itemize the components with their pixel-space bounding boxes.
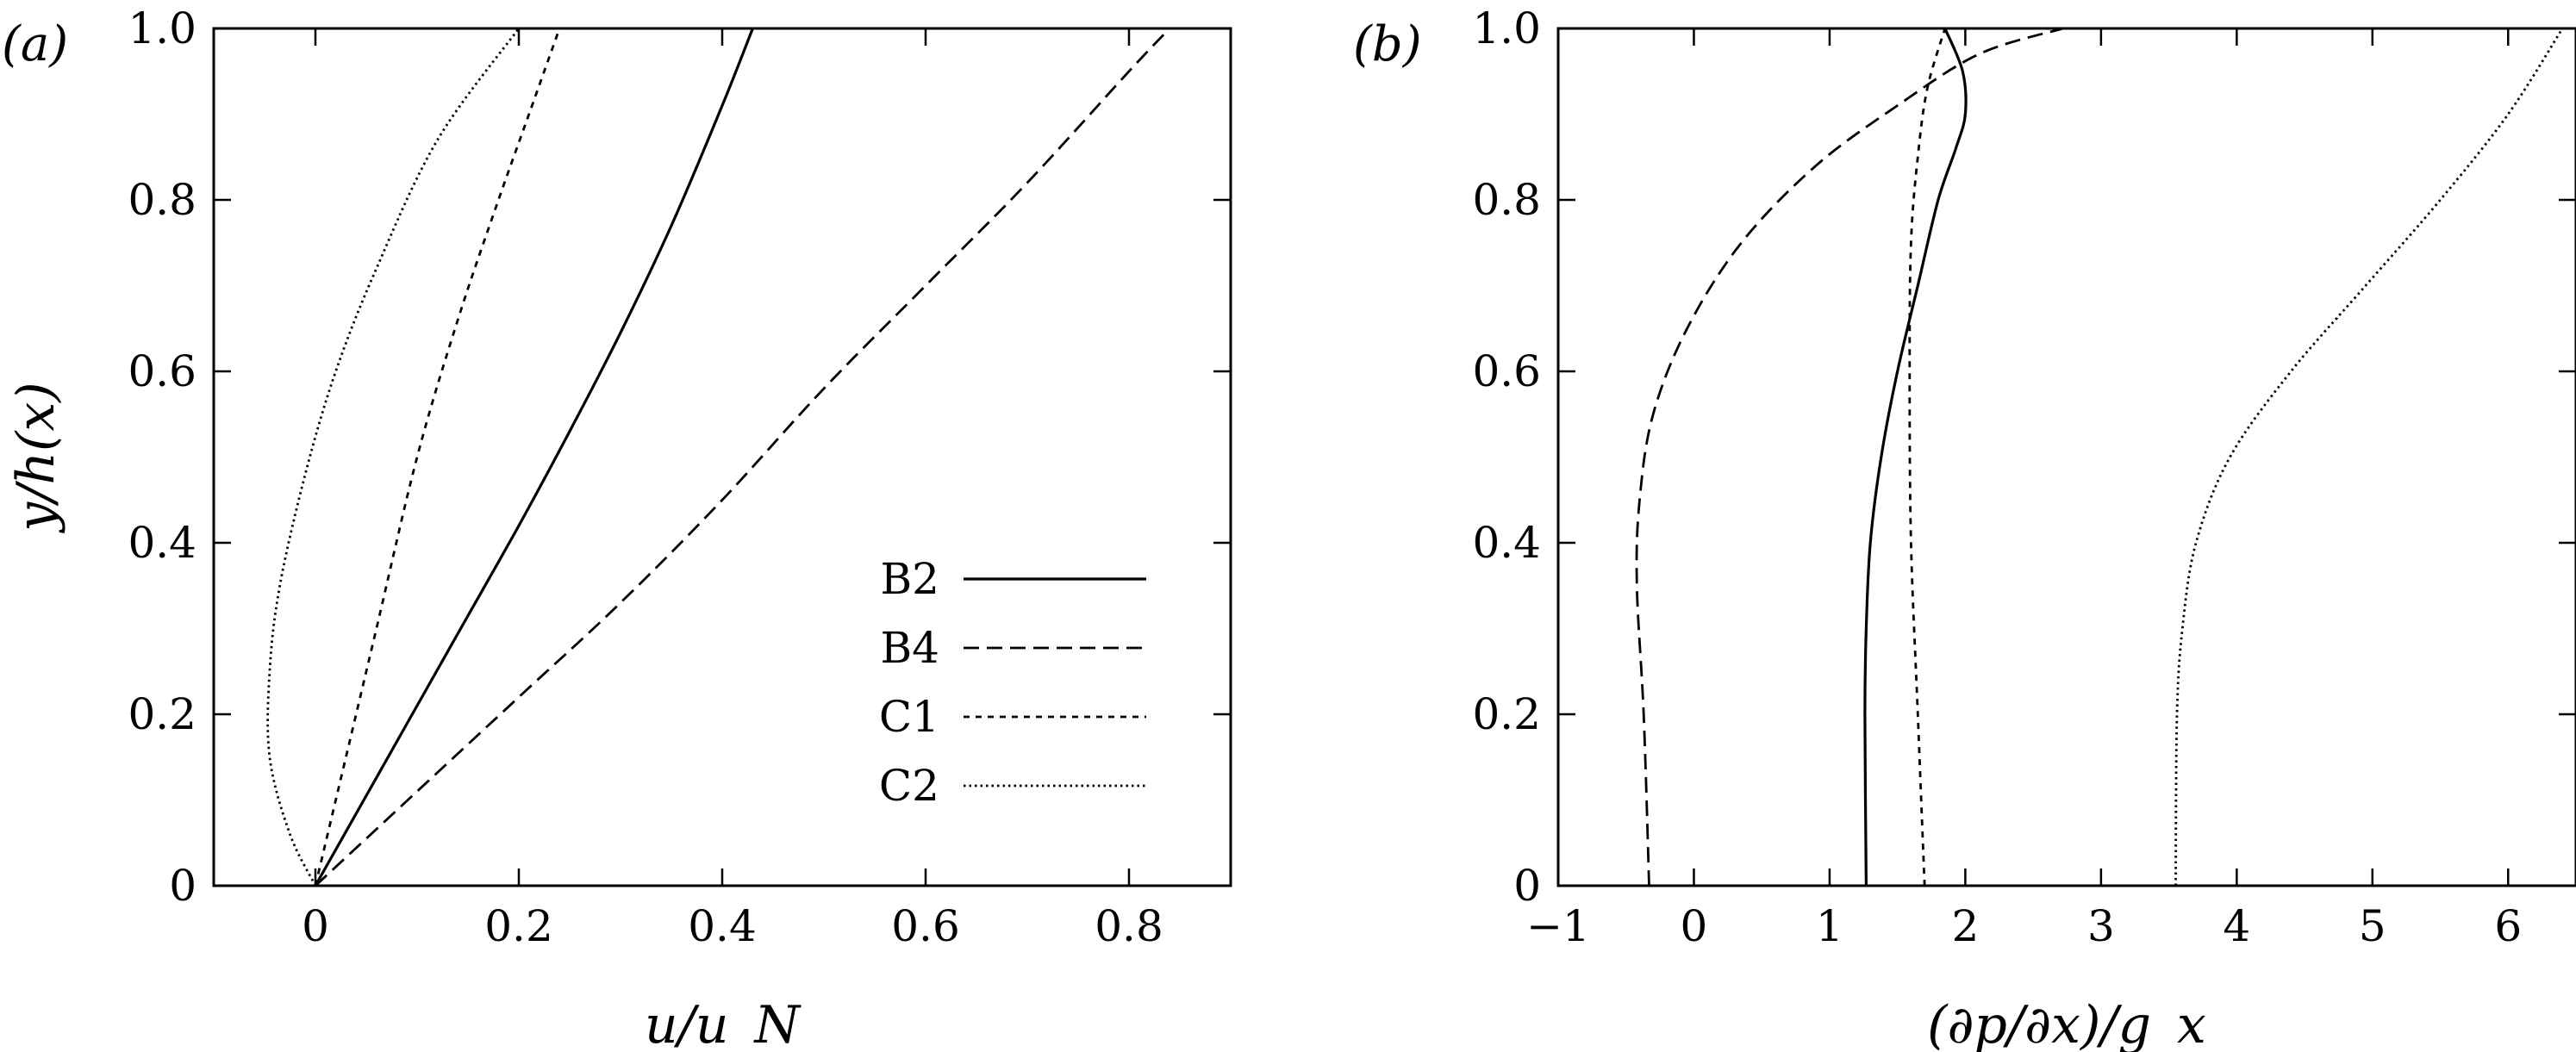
series-line-b2-a (314, 28, 754, 886)
series-group-b (1635, 28, 2564, 886)
y-tick-label-b-2: 0.4 (1472, 518, 1541, 568)
x-tick-label-b-1: 0 (1681, 901, 1708, 951)
series-line-b2-b (1863, 28, 1968, 886)
x-tick-label-b-3: 2 (1951, 901, 1979, 951)
x-tick-label-b-0: −1 (1526, 901, 1590, 951)
y-tick-label-a-2: 0.4 (128, 518, 196, 568)
x-tick-label-a-2: 0.4 (688, 901, 757, 951)
series-line-b4-a (315, 28, 1171, 886)
x-axis-label-b: (∂p/∂x)/g_x (1927, 995, 2206, 1052)
x-tick-label-a-3: 0.6 (891, 901, 960, 951)
panel-label-a: (a) (2, 16, 68, 72)
x-tick-label-a-4: 0.8 (1095, 901, 1163, 951)
legend-a: B2 B4 C1 C2 (879, 554, 1146, 811)
series-line-c1-b (1908, 28, 1947, 886)
plot-frame-b (1556, 27, 2576, 887)
series-line-c1-a (314, 28, 561, 886)
y-tick-label-a-0: 0 (169, 861, 196, 911)
y-tick-label-b-0: 0 (1513, 861, 1541, 911)
legend-label-b4: B4 (880, 623, 939, 673)
x-tick-label-b-6: 5 (2359, 901, 2386, 951)
y-tick-label-a-5: 1.0 (128, 3, 196, 53)
legend-label-b2: B2 (880, 554, 939, 604)
series-line-b4-b (1635, 28, 2064, 886)
series-line-c2-b (2174, 28, 2564, 886)
y-tick-label-b-1: 0.2 (1472, 689, 1541, 739)
y-tick-label-a-3: 0.6 (128, 346, 196, 396)
legend-label-c1: C1 (879, 692, 939, 742)
y-axis-label-a: y/h(x) (6, 382, 66, 533)
series-line-c2-a (266, 28, 521, 886)
x-tick-label-a-0: 0 (302, 901, 329, 951)
y-tick-label-b-5: 1.0 (1472, 3, 1541, 53)
panel-b: −1 0 1 2 3 4 5 600.20.40.60.81.0(b)(∂p/∂x)/g_x (1353, 3, 2576, 1052)
panel-label-b: (b) (1353, 16, 1422, 72)
y-tick-label-a-1: 0.2 (128, 689, 196, 739)
x-tick-label-b-7: 6 (2494, 901, 2522, 951)
panel-a: 0 0.2 0.4 0.6 0.8 0 0.2 0.4 0.6 0.8 1.0 (a) u/u_N y/h… (2, 3, 1232, 1052)
x-tick-label-b-2: 1 (1816, 901, 1843, 951)
x-axis-label-a: u/u_N (645, 995, 802, 1052)
y-tick-label-b-4: 0.8 (1472, 175, 1541, 225)
plot-frame-a (212, 27, 1232, 887)
x-tick-label-b-5: 4 (2223, 901, 2250, 951)
x-tick-label-a-1: 0.2 (484, 901, 553, 951)
y-tick-label-b-3: 0.6 (1472, 346, 1541, 396)
legend-label-c2: C2 (879, 761, 939, 811)
x-tick-label-b-4: 3 (2087, 901, 2115, 951)
y-tick-label-a-4: 0.8 (128, 175, 196, 225)
series-group-a (266, 28, 1171, 886)
